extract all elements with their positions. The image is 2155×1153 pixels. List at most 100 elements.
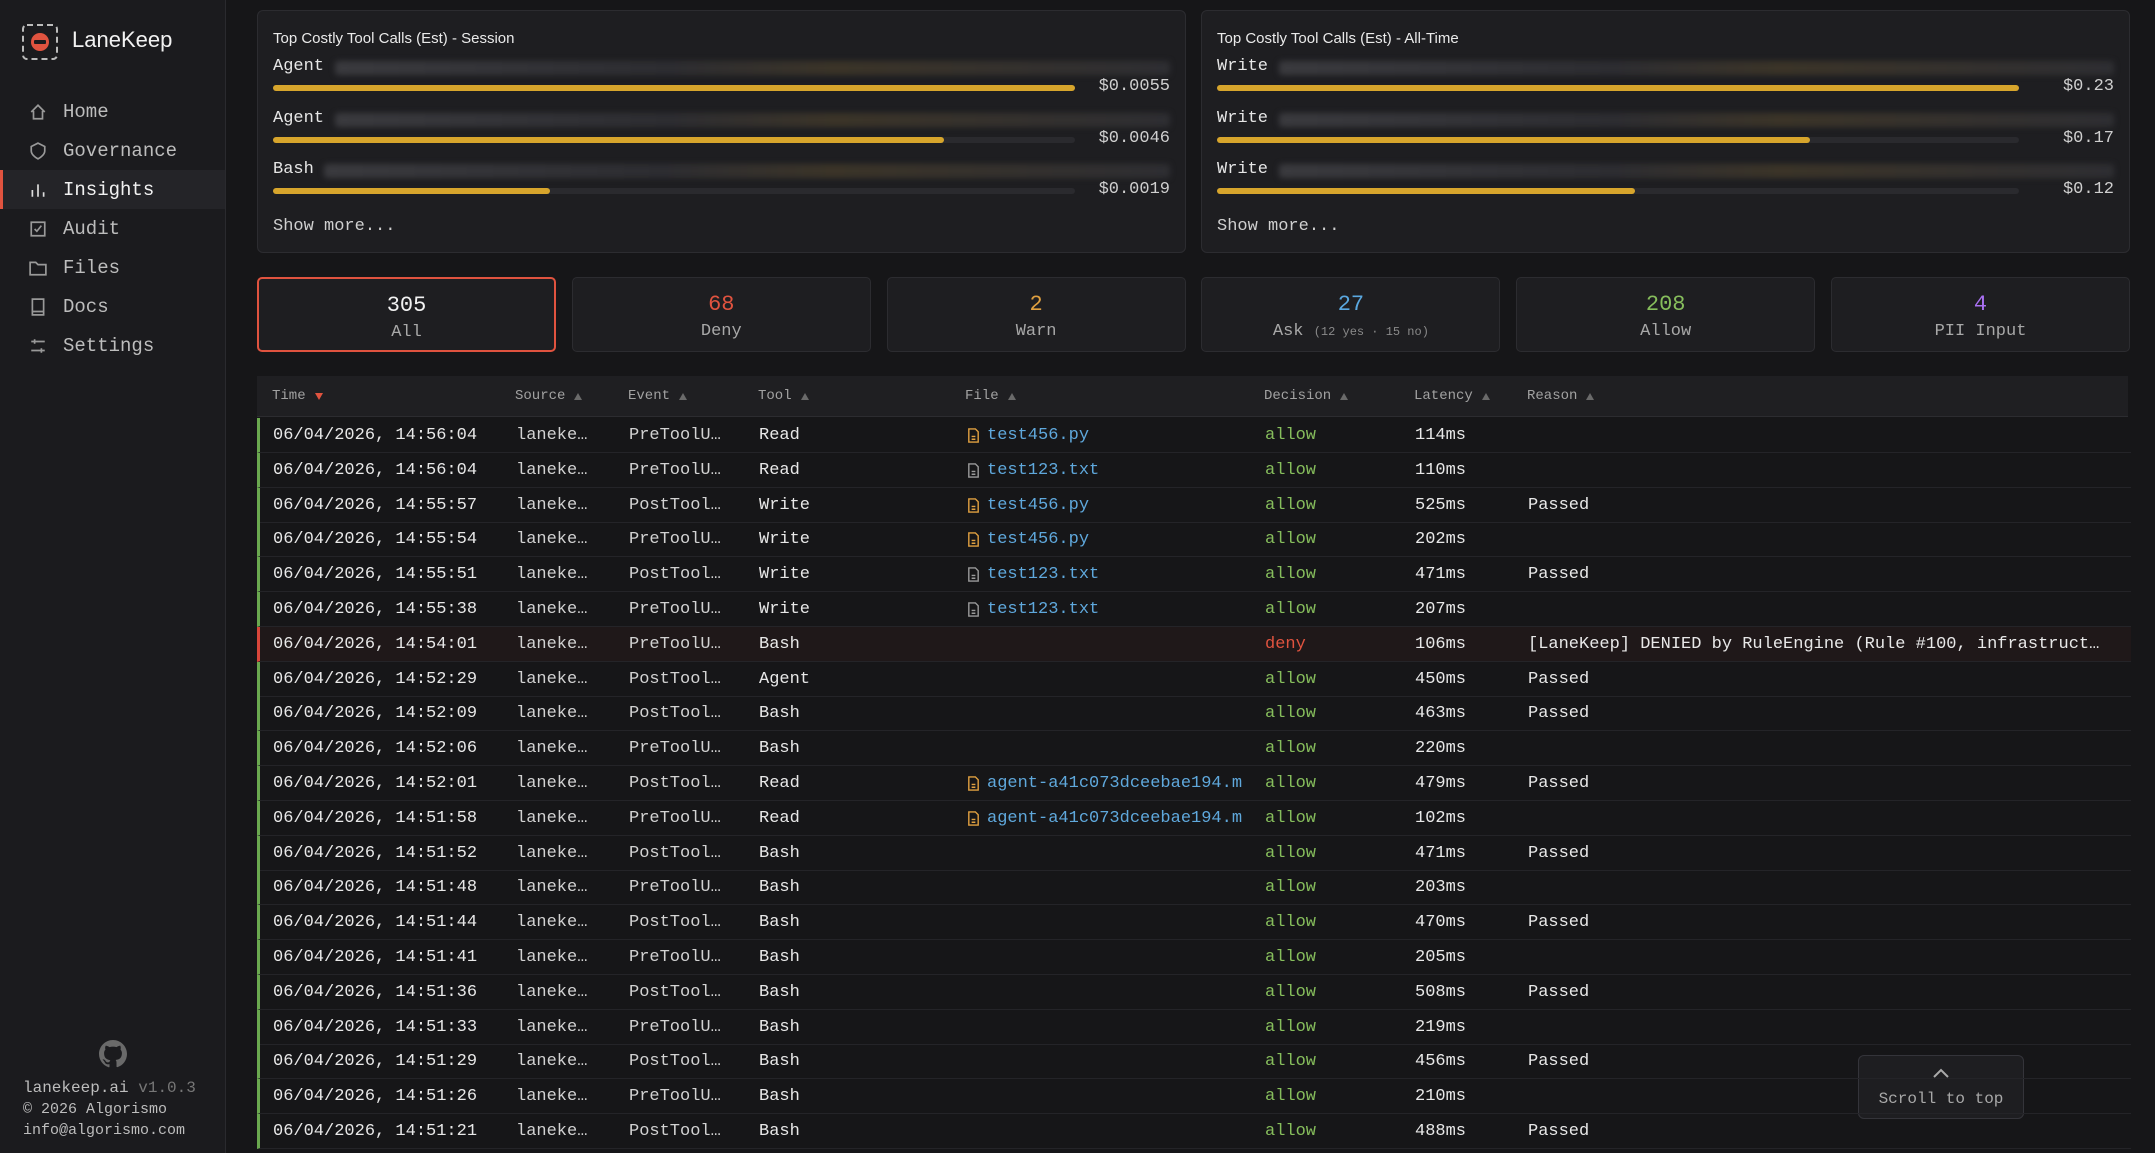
nav-item[interactable]: Settings	[0, 326, 225, 365]
file-name: test456.py	[987, 530, 1090, 550]
tool-name: Agent	[273, 57, 325, 76]
log-row[interactable]: 06/04/2026, 14:51:52 laneke… PostTool… Bash…	[257, 835, 2131, 871]
nav-item[interactable]: Insights	[0, 170, 225, 209]
log-row[interactable]: 06/04/2026, 14:55:54 laneke… PreToolU… Writ…	[257, 522, 2131, 558]
cost-bar	[273, 136, 944, 143]
file-link[interactable]: test456.py	[966, 496, 1089, 515]
cell-event: PostTool…	[629, 704, 721, 724]
log-row[interactable]: 06/04/2026, 14:51:29 laneke… PostTool… Bash…	[257, 1044, 2131, 1080]
log-row[interactable]: 06/04/2026, 14:52:01 laneke… PostTool… Read…	[257, 766, 2131, 801]
site[interactable]: lanekeep.ai	[23, 1079, 129, 1097]
log-row[interactable]: 06/04/2026, 14:51:48 laneke… PreToolU… Bash…	[257, 870, 2131, 906]
github-icon[interactable]	[99, 1040, 127, 1068]
cell-tool: Bash	[759, 704, 800, 724]
column-header[interactable]: Latency	[1414, 388, 1490, 404]
file-name: agent-a41c073dceebae194.m	[987, 774, 1243, 793]
column-header[interactable]: Reason	[1527, 388, 1595, 404]
stat-label-text: Allow	[1640, 322, 1692, 341]
nav-item[interactable]: Docs	[0, 287, 225, 326]
log-row[interactable]: 06/04/2026, 14:51:26 laneke… PreToolU… Bash…	[257, 1079, 2131, 1115]
log-row[interactable]: 06/04/2026, 14:55:51 laneke… PostTool… Writ…	[257, 557, 2131, 593]
file-link[interactable]: agent-a41c073dceebae194.m	[966, 774, 1242, 793]
cell-tool: Bash	[759, 634, 800, 654]
log-row[interactable]: 06/04/2026, 14:55:57 laneke… PostTool… Writ…	[257, 487, 2131, 523]
log-row[interactable]: 06/04/2026, 14:51:21 laneke… PostTool… Bash…	[257, 1114, 2131, 1149]
log-row[interactable]: 06/04/2026, 14:56:04 laneke… PreToolU… Read…	[257, 452, 2131, 488]
show-more[interactable]: Show more...	[1217, 217, 1340, 236]
column-header[interactable]: File	[965, 388, 1016, 404]
file-name: agent-a41c073dceebae194.m	[987, 808, 1243, 828]
cell-latency: 479ms	[1415, 774, 1467, 793]
file-link[interactable]: test123.txt	[966, 461, 1099, 480]
log-row[interactable]: 06/04/2026, 14:54:01 laneke… PreToolU… Bash…	[257, 626, 2131, 662]
cell-latency: 463ms	[1415, 704, 1467, 724]
log-row[interactable]: 06/04/2026, 14:51:58 laneke… PreToolU… Read…	[257, 800, 2131, 836]
file-link[interactable]: test456.py	[966, 426, 1089, 445]
file-link[interactable]: test123.txt	[966, 565, 1099, 584]
column-header[interactable]: Time	[272, 388, 323, 404]
cell-decision: allow	[1265, 600, 1317, 619]
email[interactable]: info@algorismo.com	[23, 1122, 186, 1139]
log-row[interactable]: 06/04/2026, 14:51:41 laneke… PreToolU… Bash…	[257, 940, 2131, 975]
cell-tool: Bash	[759, 1087, 800, 1107]
cell-source: laneke…	[516, 634, 588, 654]
column-header[interactable]: Tool	[758, 388, 809, 404]
cell-source: laneke…	[516, 669, 588, 689]
blurred-detail	[1278, 61, 2114, 75]
stat-count: 68	[708, 292, 735, 317]
file-link[interactable]: agent-a41c073dceebae194.m	[966, 809, 1242, 828]
log-row[interactable]: 06/04/2026, 14:56:04 laneke… PreToolU… Read…	[257, 418, 2131, 453]
cell-time: 06/04/2026, 14:55:54	[273, 530, 478, 550]
file-link[interactable]: test456.py	[966, 530, 1089, 549]
stat-label-text: Ask	[1272, 322, 1304, 341]
log-row[interactable]: 06/04/2026, 14:52:06 laneke… PreToolU… Bash…	[257, 731, 2131, 767]
cell-decision: allow	[1265, 1087, 1317, 1107]
sort-indicator	[1481, 392, 1490, 400]
nav-item[interactable]: Governance	[0, 131, 225, 170]
log-row[interactable]: 06/04/2026, 14:51:44 laneke… PostTool… Bash…	[257, 905, 2131, 941]
cost-bar	[1217, 85, 2019, 91]
log-row[interactable]: 06/04/2026, 14:51:36 laneke… PostTool… Bash…	[257, 974, 2131, 1010]
cell-time: 06/04/2026, 14:51:52	[273, 843, 478, 863]
scroll-top-button[interactable]: Scroll to top	[1858, 1055, 2024, 1119]
cell-latency: 508ms	[1415, 982, 1467, 1002]
cell-event: PreToolU…	[629, 1017, 721, 1037]
stat-filter[interactable]: 27 Ask (12 yes · 15 no)	[1201, 277, 1501, 352]
column-header[interactable]: Source	[515, 388, 583, 404]
cell-event: PreToolU…	[629, 460, 721, 480]
log-row[interactable]: 06/04/2026, 14:52:29 laneke… PostTool… Agen…	[257, 661, 2131, 697]
stat-filter[interactable]: 208 Allow	[1516, 277, 1816, 352]
log-row[interactable]: 06/04/2026, 14:51:33 laneke… PreToolU… Bash…	[257, 1009, 2131, 1045]
cell-time: 06/04/2026, 14:51:21	[273, 1122, 478, 1141]
cell-latency: 488ms	[1415, 1122, 1467, 1141]
nav-item[interactable]: Home	[0, 92, 225, 131]
column-header[interactable]: Decision	[1264, 388, 1349, 404]
column-header[interactable]: Event	[628, 388, 688, 404]
cell-tool: Bash	[759, 913, 800, 933]
cell-event: PostTool…	[629, 1052, 721, 1072]
file-name: test123.txt	[987, 600, 1100, 619]
nav-icon	[29, 261, 47, 276]
stat-filter[interactable]: 68 Deny	[571, 277, 871, 352]
column-label: Event	[628, 388, 671, 404]
nav-item[interactable]: Audit	[0, 209, 225, 248]
cell-source: laneke…	[516, 426, 588, 445]
footer-site[interactable]: lanekeep.ai v1.0.3	[23, 1079, 196, 1097]
file-link[interactable]: test123.txt	[966, 600, 1099, 619]
cell-time: 06/04/2026, 14:51:29	[273, 1052, 478, 1072]
log-row[interactable]: 06/04/2026, 14:55:38 laneke… PreToolU… Writ…	[257, 592, 2131, 627]
cell-time: 06/04/2026, 14:51:33	[273, 1017, 478, 1037]
stat-filter[interactable]: 305 All	[257, 277, 556, 352]
stat-filter[interactable]: 2 Warn	[886, 277, 1186, 352]
cell-event: PreToolU…	[629, 1087, 721, 1107]
cell-time: 06/04/2026, 14:51:41	[273, 948, 478, 967]
cell-source: laneke…	[516, 704, 588, 724]
nav-item[interactable]: Files	[0, 248, 225, 287]
stat-filter[interactable]: 4 PII Input	[1831, 277, 2130, 352]
file-name: test123.txt	[987, 460, 1100, 480]
stat-label: Ask (12 yes · 15 no)	[1202, 322, 1499, 341]
log-row[interactable]: 06/04/2026, 14:52:09 laneke… PostTool… Bash…	[257, 696, 2131, 732]
show-more[interactable]: Show more...	[273, 217, 396, 236]
cell-tool: Bash	[759, 1122, 800, 1141]
